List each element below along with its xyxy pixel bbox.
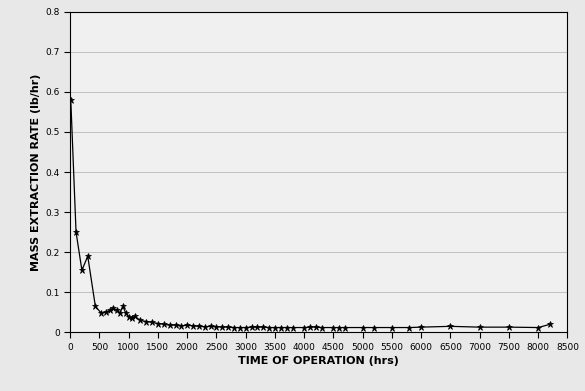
Y-axis label: MASS EXTRACTION RATE (lb/hr): MASS EXTRACTION RATE (lb/hr) (31, 74, 41, 271)
X-axis label: TIME OF OPERATION (hrs): TIME OF OPERATION (hrs) (239, 356, 399, 366)
